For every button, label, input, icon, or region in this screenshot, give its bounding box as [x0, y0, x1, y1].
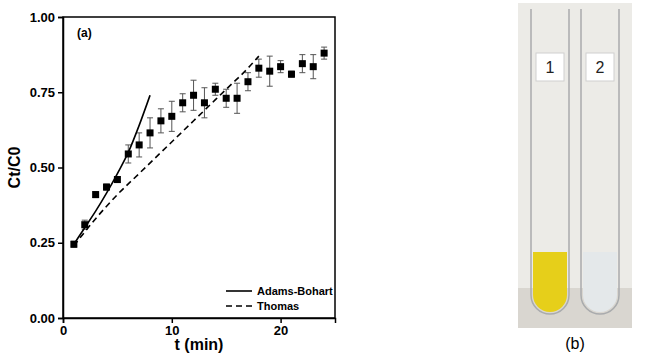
- legend-swatch: [226, 305, 252, 307]
- y-tick-label: 0.75: [30, 85, 55, 100]
- y-tick-label: 1.00: [30, 10, 55, 25]
- data-point: [321, 50, 328, 57]
- error-bar: [310, 55, 316, 79]
- liquid: [533, 252, 567, 312]
- error-bar: [147, 118, 153, 148]
- tube-tag: [536, 53, 564, 81]
- y-tick: 1.00: [30, 10, 63, 25]
- data-point: [179, 99, 186, 106]
- y-tick-label: 0.25: [30, 235, 55, 250]
- y-tick: 0.00: [30, 311, 63, 326]
- data-point: [157, 117, 164, 124]
- error-bar: [299, 55, 305, 73]
- error-bar: [93, 192, 99, 198]
- plot-area: [70, 47, 327, 248]
- tube-tag: [586, 53, 614, 81]
- data-point: [212, 86, 219, 93]
- y-axis-title: Ct/C0: [6, 147, 23, 189]
- photo-background: [518, 3, 632, 328]
- data-point: [92, 191, 99, 198]
- legend-label: Adams-Bohart: [257, 285, 333, 297]
- liquid: [583, 252, 617, 312]
- x-axis-line: [64, 319, 336, 324]
- error-bar: [212, 83, 218, 95]
- error-bar: [321, 47, 327, 59]
- error-bar: [191, 80, 197, 110]
- x-tick-label: 20: [274, 323, 288, 338]
- error-bar: [169, 101, 175, 131]
- y-tick-mark: [58, 92, 63, 94]
- legend: Adams-Bohart Thomas: [226, 285, 333, 312]
- error-bar: [245, 73, 251, 91]
- tube-label: 2: [596, 59, 605, 76]
- y-tick-mark: [58, 243, 63, 245]
- y-tick: 0.50: [30, 160, 63, 175]
- model-line: [74, 95, 150, 244]
- y-tick-mark: [58, 167, 63, 169]
- y-axis-line: [58, 18, 64, 319]
- error-bar: [158, 109, 164, 133]
- legend-label: Thomas: [257, 300, 299, 312]
- data-point: [147, 129, 154, 136]
- x-tick: 20: [274, 318, 288, 338]
- model-line: [74, 56, 259, 246]
- x-tick: 0: [60, 318, 67, 338]
- data-point: [310, 63, 317, 70]
- data-point: [288, 71, 295, 78]
- error-bar: [267, 56, 273, 86]
- data-point: [201, 99, 208, 106]
- error-bar: [256, 59, 262, 77]
- data-point: [277, 63, 284, 70]
- panel-label: (a): [77, 26, 92, 40]
- photo: 12: [518, 3, 632, 328]
- error-bar: [180, 94, 186, 112]
- y-tick-label: 0.00: [30, 311, 55, 326]
- test-tube: [581, 9, 619, 314]
- data-point: [299, 60, 306, 67]
- y-tick-mark: [58, 17, 63, 19]
- data-point: [223, 95, 230, 102]
- tube-label: 1: [546, 59, 555, 76]
- data-point: [266, 68, 273, 75]
- error-bar: [234, 83, 240, 113]
- data-point: [234, 95, 241, 102]
- y-axis: 0.00 0.25 0.50 0.75 1.00: [30, 10, 64, 326]
- error-bar: [278, 61, 284, 73]
- data-point: [190, 92, 197, 99]
- plot-frame: [63, 17, 335, 318]
- error-bar: [136, 133, 142, 157]
- panel-caption: (b): [565, 335, 585, 352]
- legend-swatch: [226, 290, 252, 292]
- error-bar: [288, 71, 294, 77]
- y-tick: 0.25: [30, 235, 63, 250]
- y-tick-label: 0.50: [30, 160, 55, 175]
- data-point: [244, 78, 251, 85]
- x-axis-title: t (min): [175, 336, 224, 353]
- x-tick-label: 0: [60, 323, 67, 338]
- y-tick-mark: [58, 318, 63, 320]
- data-point: [168, 113, 175, 120]
- test-tube: [531, 9, 569, 314]
- data-point: [136, 141, 143, 148]
- y-tick: 0.75: [30, 85, 63, 100]
- data-point: [255, 65, 262, 72]
